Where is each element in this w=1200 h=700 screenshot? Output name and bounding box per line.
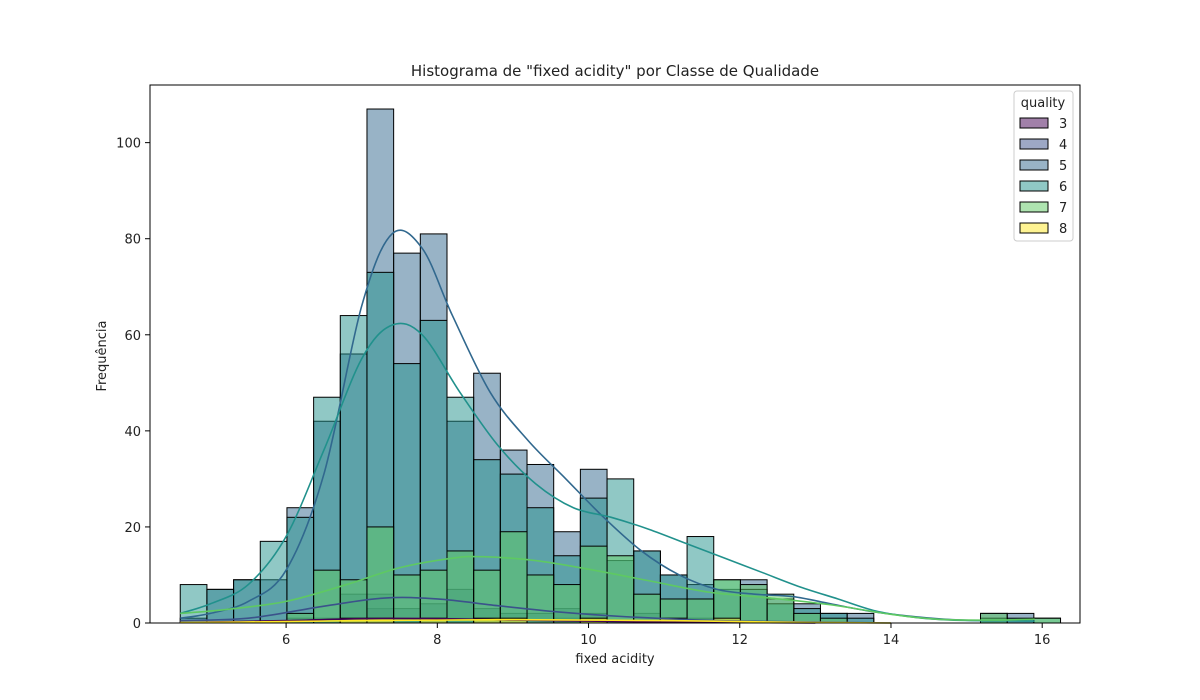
x-tick-label: 10 (580, 633, 597, 648)
x-axis-label: fixed acidity (575, 652, 655, 667)
legend-label-quality-4: 4 (1059, 138, 1067, 153)
y-axis-label: Frequência (95, 320, 110, 391)
histogram-bar-quality-7 (393, 574, 421, 624)
kde-line-quality-7 (180, 555, 1035, 621)
chart-title: Histograma de "fixed acidity" por Classe… (411, 62, 819, 80)
x-tick-label: 6 (282, 633, 290, 648)
legend-swatch-quality-4 (1019, 138, 1049, 150)
histogram-bar-quality-7 (526, 574, 555, 624)
histogram-bar-quality-6 (286, 516, 315, 624)
histogram-bar-quality-7 (553, 584, 581, 624)
y-tick-label: 20 (124, 521, 141, 536)
histogram-bar-quality-7 (606, 555, 635, 624)
legend-title: quality (1021, 96, 1066, 111)
legend-swatch-quality-7 (1019, 201, 1049, 213)
histogram-bar-quality-7 (739, 584, 768, 624)
legend: quality 3 4 5 6 7 8 (1013, 90, 1074, 242)
histogram-bar-quality-6 (259, 540, 288, 624)
histogram-bar-quality-7 (473, 569, 501, 624)
histogram-bar-quality-6 (206, 588, 235, 624)
legend-swatch-quality-6 (1019, 180, 1049, 192)
histogram-bar-quality-6 (339, 315, 368, 624)
y-tick-label: 0 (133, 617, 141, 632)
legend-label-quality-7: 7 (1059, 201, 1067, 216)
y-tick-label: 40 (124, 425, 141, 440)
x-axis-ticks: 6 8 10 12 14 16 (282, 623, 1051, 648)
bars-layer (179, 108, 1062, 624)
legend-label-quality-8: 8 (1059, 222, 1067, 237)
legend-swatch-quality-5 (1019, 159, 1049, 171)
legend-items: 3 4 5 6 7 8 (1019, 117, 1067, 237)
y-tick-label: 100 (116, 137, 141, 152)
histogram-bar-quality-7 (419, 569, 448, 624)
kde-layer (180, 229, 1035, 624)
histogram-bar-quality-7 (446, 550, 475, 624)
histogram-bar-quality-7 (499, 531, 528, 624)
kde-line-quality-8 (180, 618, 891, 624)
x-tick-label: 16 (1034, 633, 1051, 648)
legend-swatch-quality-8 (1019, 222, 1049, 234)
kde-line-quality-6 (180, 322, 1035, 622)
x-tick-label: 12 (731, 633, 748, 648)
histogram-bar-quality-7 (979, 612, 1008, 624)
histogram-bar-quality-7 (713, 579, 741, 624)
legend-label-quality-3: 3 (1059, 117, 1067, 132)
legend-label-quality-5: 5 (1059, 159, 1067, 174)
plot-frame (149, 84, 1081, 624)
histogram-bar-quality-7 (366, 526, 395, 624)
legend-swatch-quality-3 (1019, 117, 1049, 129)
histogram-bar-quality-7 (579, 545, 608, 624)
x-tick-label: 14 (883, 633, 900, 648)
y-axis-ticks: 0 20 40 60 80 100 (116, 137, 150, 632)
y-tick-label: 60 (124, 329, 141, 344)
histogram-bar-quality-7 (1033, 617, 1062, 624)
y-tick-label: 80 (124, 233, 141, 248)
x-tick-label: 8 (433, 633, 441, 648)
legend-label-quality-6: 6 (1059, 180, 1067, 195)
histogram-bar-quality-7 (313, 569, 341, 624)
